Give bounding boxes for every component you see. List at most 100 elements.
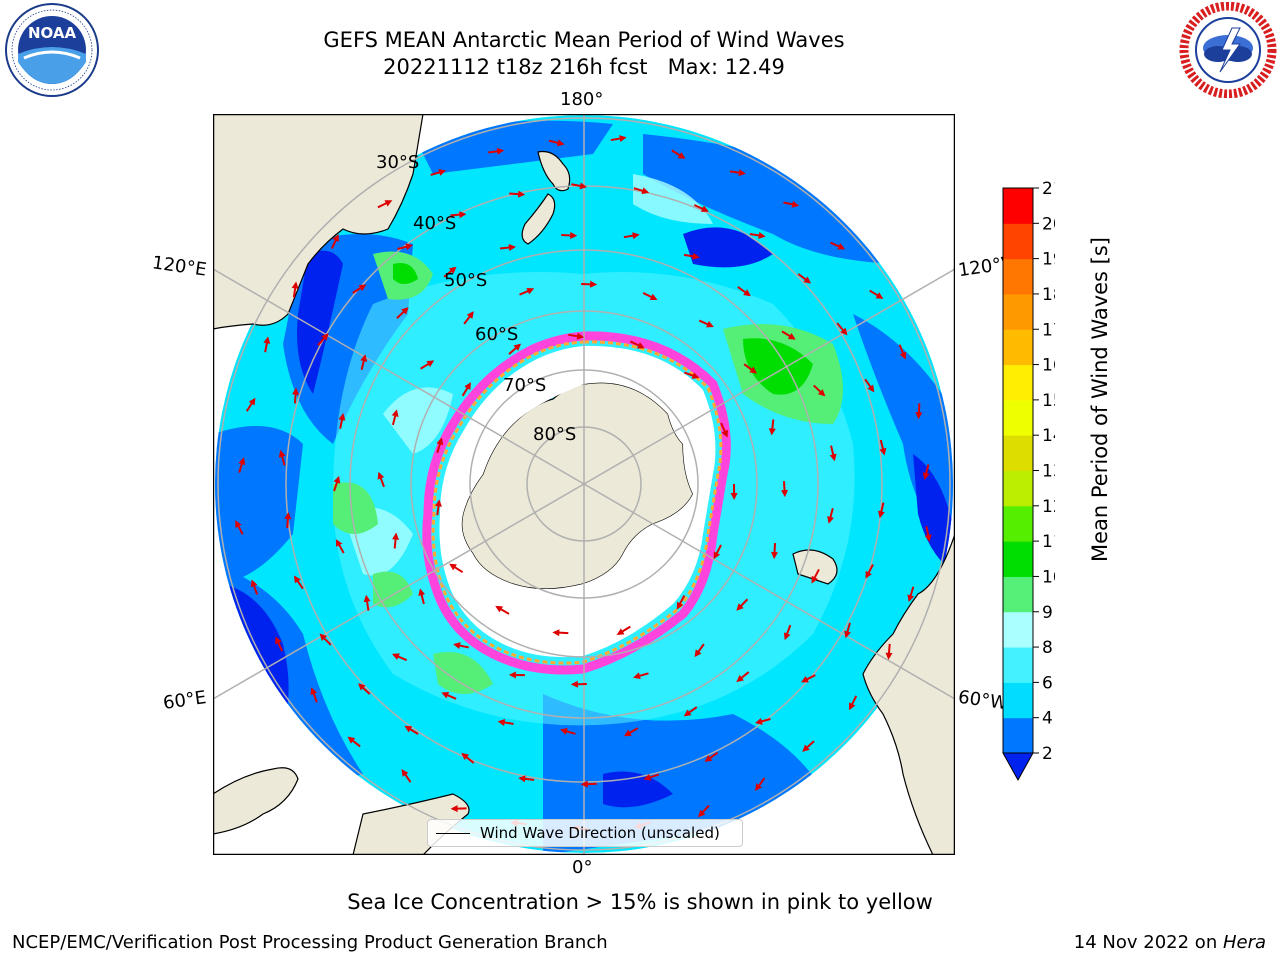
legend-line-icon <box>436 832 470 834</box>
wave-direction-arrowhead <box>865 570 872 579</box>
wave-direction-arrowhead <box>899 351 907 360</box>
wave-direction-arrowhead <box>508 671 516 679</box>
colorbar-tick-label: 12 <box>1042 497 1055 517</box>
colorbar-tick-label: 21 <box>1042 180 1055 199</box>
wave-direction-arrowhead <box>811 575 818 584</box>
noaa-logo-text: NOAA <box>28 24 77 42</box>
wave-direction-arrowhead <box>885 652 893 660</box>
wave-direction-arrowhead <box>335 539 343 547</box>
wave-direction-arrowhead <box>358 284 367 292</box>
colorbar-tick-label: 9 <box>1042 603 1053 623</box>
colorbar-tick-label: 16 <box>1042 356 1055 376</box>
wave-direction-arrowhead <box>508 244 516 252</box>
wave-direction-arrowhead <box>623 729 632 737</box>
wave-direction-arrowhead <box>360 354 368 362</box>
colorbar-segment <box>1003 647 1033 683</box>
wave-direction-arrowhead <box>827 516 834 524</box>
wave-direction-arrowhead <box>721 429 728 438</box>
wave-direction-arrowhead <box>401 307 409 315</box>
map-legend: Wind Wave Direction (unscaled) <box>427 819 743 847</box>
latitude-label-30s: 30°S <box>376 152 420 173</box>
wave-direction-arrowhead <box>787 333 796 340</box>
wave-direction-arrowhead <box>250 579 258 588</box>
latitude-label-60s: 60°S <box>475 324 519 345</box>
colorbar-segment <box>1003 576 1033 613</box>
latitude-label-50s: 50°S <box>444 270 488 291</box>
wave-direction-arrowhead <box>704 755 713 762</box>
wave-direction-arrowhead <box>496 147 505 155</box>
colorbar-segment <box>1003 399 1033 436</box>
wave-direction-arrowhead <box>922 472 930 480</box>
wave-direction-arrowhead <box>513 343 522 351</box>
wave-direction-arrowhead <box>633 672 641 680</box>
wave-direction-arrowhead <box>692 252 700 260</box>
wave-direction-arrowhead <box>459 211 467 219</box>
wave-direction-arrowhead <box>526 287 535 295</box>
wave-direction-arrowhead <box>677 152 686 159</box>
colorbar: 2 4 6 8 9 10 11 12 13 14 15 16 17 18 19 20 21 <box>1002 180 1055 782</box>
wave-direction-arrowhead <box>357 683 366 691</box>
wave-direction-arrowhead <box>749 366 758 374</box>
wave-direction-arrowhead <box>683 709 692 717</box>
wave-direction-arrowhead <box>436 437 444 446</box>
wave-direction-arrowhead <box>576 332 585 340</box>
wave-direction-arrowhead <box>450 805 458 813</box>
colorbar-segment <box>1003 364 1033 401</box>
colorbar-segment <box>1003 505 1033 542</box>
wave-direction-arrowhead <box>676 601 684 610</box>
wave-direction-arrowhead <box>321 333 329 341</box>
graticule <box>213 114 955 855</box>
colorbar-tick-label: 8 <box>1042 638 1053 658</box>
wave-direction-arrowhead <box>559 727 568 735</box>
colorbar-segment <box>1003 258 1033 295</box>
wave-direction-arrowhead <box>438 169 447 176</box>
legend-label: Wind Wave Direction (unscaled) <box>480 824 720 842</box>
colorbar-tick-label: 18 <box>1042 285 1055 305</box>
wave-direction-arrowhead <box>783 632 791 641</box>
colorbar-segment <box>1003 541 1033 577</box>
colorbar-tick-label: 4 <box>1042 709 1053 729</box>
wave-direction-arrowhead <box>405 243 414 251</box>
wave-direction-arrowhead <box>755 717 763 725</box>
wave-direction-arrowhead <box>449 563 457 571</box>
wave-direction-arrowhead <box>278 449 286 458</box>
wave-direction-arrowhead <box>803 276 812 284</box>
colorbar-segment <box>1003 223 1033 260</box>
colorbar-segment <box>1003 188 1033 224</box>
meridian-label-120e: 120°E <box>150 252 208 281</box>
machine-name: Hera <box>1222 932 1266 953</box>
colorbar-tick-label: 6 <box>1042 673 1053 693</box>
wave-direction-arrowhead <box>347 736 356 744</box>
wave-direction-arrowhead <box>461 752 469 761</box>
meridian-label-60e: 60°E <box>161 687 208 714</box>
wave-direction-arrowhead <box>448 266 457 274</box>
date-caption: 14 Nov 2022 on Hera <box>1074 932 1266 953</box>
branch-caption: NCEP/EMC/Verification Post Processing Pr… <box>12 932 608 953</box>
colorbar-segment <box>1003 611 1033 648</box>
colorbar-segment <box>1003 470 1033 507</box>
wave-direction-arrowhead <box>641 187 650 195</box>
wave-direction-arrowhead <box>293 575 301 584</box>
wave-direction-arrowhead <box>619 135 627 143</box>
latitude-label-70s: 70°S <box>503 375 547 396</box>
wave-direction-arrowhead <box>791 200 800 208</box>
wave-direction-arrowhead <box>453 642 461 650</box>
wave-direction-arrowhead <box>275 636 282 645</box>
wave-direction-arrowhead <box>235 520 242 528</box>
colorbar-tick-label: 19 <box>1042 250 1055 270</box>
wave-direction-arrowhead <box>464 382 471 390</box>
wave-direction-arrowhead <box>263 336 271 344</box>
wave-direction-arrowhead <box>837 243 846 250</box>
wave-direction-arrowhead <box>800 676 809 683</box>
wave-direction-arrowhead <box>636 342 645 349</box>
wave-direction-arrowhead <box>915 412 923 420</box>
date-text: 14 Nov 2022 on <box>1073 932 1223 953</box>
wave-direction-arrowhead <box>333 475 341 484</box>
chart-subtitle: 20221112 t18z 216h fcst Max: 12.49 <box>383 55 785 79</box>
colorbar-tick-label: 17 <box>1042 320 1055 340</box>
wave-direction-arrowhead <box>392 653 400 660</box>
wave-direction-arrowhead <box>755 783 762 792</box>
colorbar-label: Mean Period of Wind Waves [s] <box>1088 237 1112 562</box>
colorbar-segment <box>1003 717 1033 754</box>
wave-direction-arrowhead <box>738 169 746 177</box>
